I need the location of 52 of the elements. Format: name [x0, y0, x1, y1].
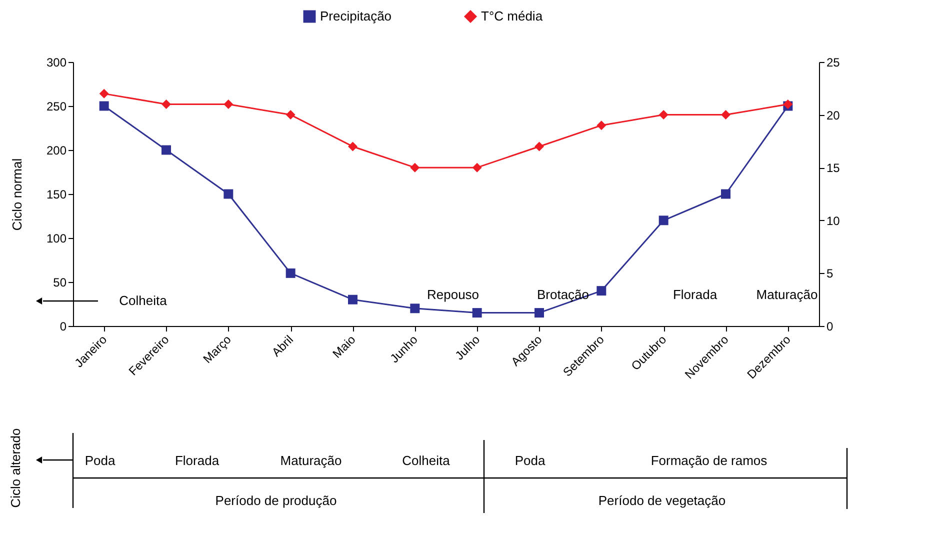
point	[286, 268, 296, 278]
point	[348, 142, 358, 152]
point	[534, 308, 544, 318]
text: Poda	[514, 453, 546, 468]
annotation: Colheita	[119, 293, 168, 308]
point	[286, 110, 296, 120]
y-tick-label: 0	[60, 320, 67, 334]
annotation: Maturação	[756, 287, 818, 302]
y-tick-label: 200	[46, 144, 67, 158]
text: Ciclo alterado	[8, 428, 23, 508]
annotation: Florada	[672, 287, 718, 302]
y2-tick-label: 15	[826, 161, 840, 176]
point	[224, 99, 234, 109]
point	[348, 294, 358, 304]
point	[596, 120, 606, 130]
text: Formação de ramos	[650, 453, 768, 468]
text: Colheita	[402, 453, 451, 468]
y-tick-label: 50	[53, 276, 67, 290]
y2-tick-label: 5	[826, 266, 834, 281]
point	[410, 304, 420, 314]
point	[472, 308, 482, 318]
point	[162, 99, 171, 109]
legend-label: T°C média	[481, 8, 544, 24]
annotation: Brotação	[536, 287, 590, 302]
point	[410, 162, 420, 172]
text: Período de produção	[215, 493, 337, 508]
text: Maturação	[280, 453, 342, 468]
y-tick-label: 250	[46, 100, 67, 114]
y-axis-title: Ciclo normal	[9, 158, 24, 231]
y2-tick-label: 20	[826, 108, 840, 122]
text: Florada	[174, 453, 220, 468]
point	[99, 88, 109, 98]
y2-tick-label: 25	[826, 56, 840, 70]
y2-tick-label: 0	[826, 320, 834, 334]
y2-tick-label: 10	[826, 214, 840, 228]
point	[596, 286, 606, 296]
y-tick-label: 150	[46, 188, 67, 202]
y-tick-label: 300	[46, 56, 67, 70]
text: Período de vegetação	[598, 493, 726, 508]
point	[721, 110, 730, 120]
point	[99, 101, 109, 111]
annotation: Repouso	[426, 287, 480, 302]
legend-label: Precipitação	[320, 8, 392, 24]
point	[224, 189, 234, 199]
y-tick-label: 100	[46, 232, 67, 246]
point	[658, 110, 668, 120]
point	[472, 162, 482, 172]
point	[162, 145, 171, 155]
text: Poda	[84, 453, 116, 468]
point	[658, 216, 668, 226]
point	[721, 189, 730, 199]
point	[534, 142, 544, 152]
